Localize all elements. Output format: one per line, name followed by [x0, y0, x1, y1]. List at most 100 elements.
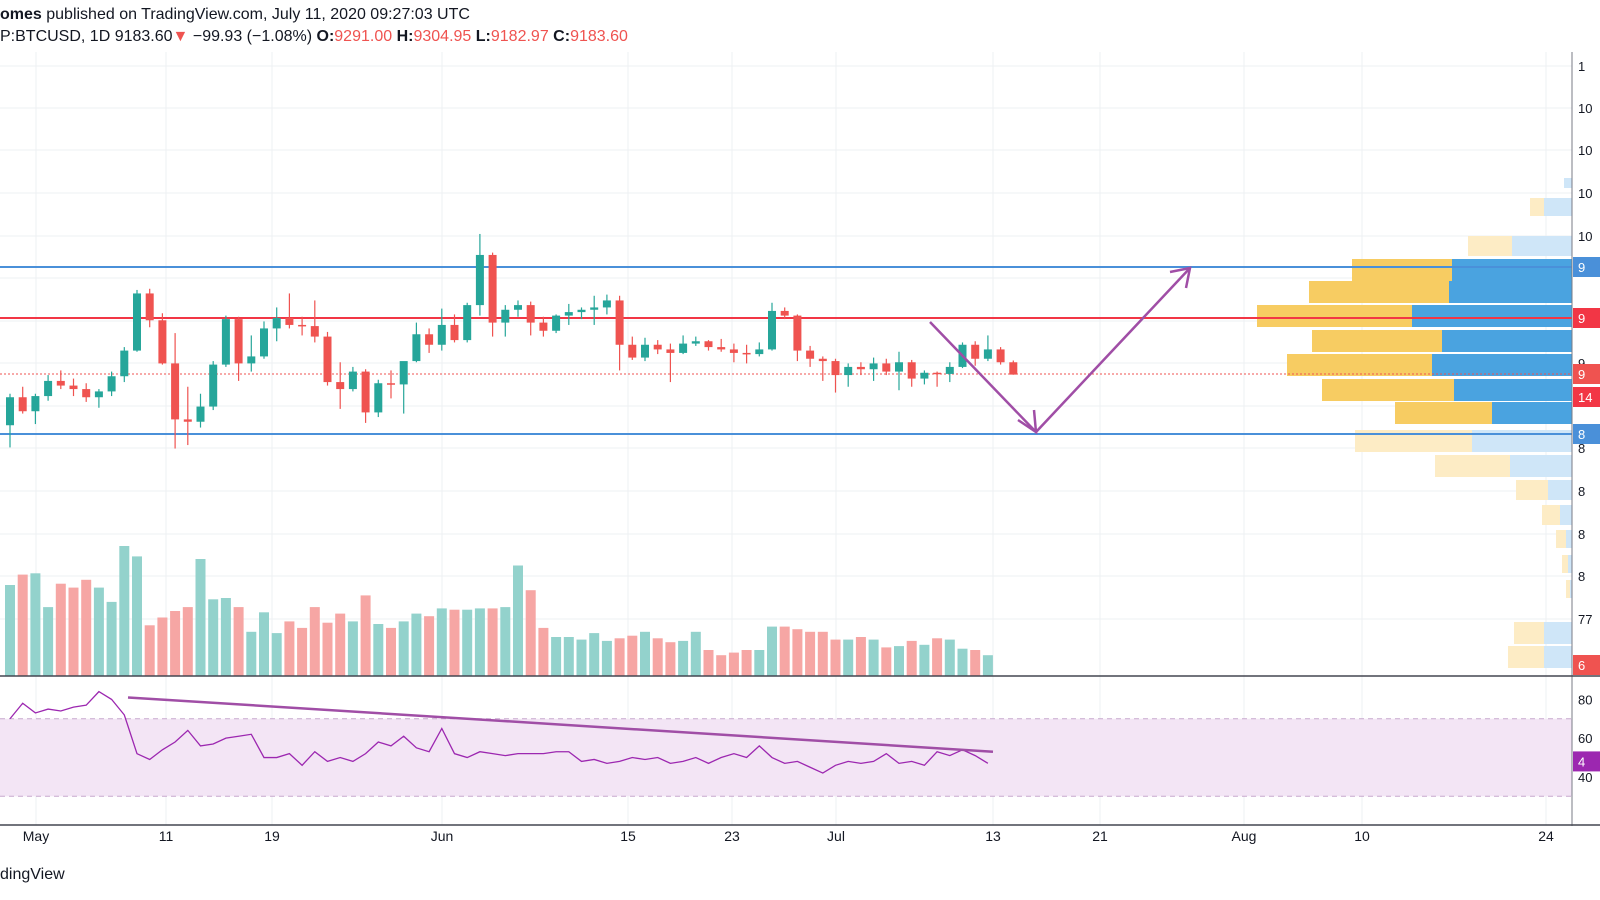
volume-bar — [119, 546, 130, 676]
candle-body — [704, 341, 713, 348]
volume-bar — [919, 644, 930, 676]
candle-body — [336, 382, 345, 390]
candle-body — [488, 254, 497, 323]
grid-lines — [0, 52, 1572, 825]
candle-body — [514, 305, 522, 310]
candle-body — [564, 312, 573, 316]
volume-profile-bar-blue — [1472, 430, 1572, 452]
volume-bar — [563, 637, 574, 676]
volume-bar — [754, 650, 765, 676]
volume-bar — [551, 637, 562, 676]
candle-body — [552, 315, 561, 331]
volume-profile-bar-blue — [1566, 530, 1572, 548]
candle-body — [996, 349, 1005, 363]
volume-bar — [843, 639, 854, 676]
open-value: 9291.00 — [334, 28, 393, 45]
volume-profile-bar-blue — [1544, 198, 1572, 216]
volume-bar — [957, 648, 968, 676]
volume-profile-bar-blue — [1449, 281, 1572, 303]
volume-bar — [81, 579, 92, 676]
volume-profile-bar-blue — [1452, 259, 1572, 281]
volume-bar — [500, 607, 511, 676]
candle-body — [971, 344, 980, 359]
rsi-badge: 4 — [1578, 754, 1585, 769]
volume-bar — [259, 612, 269, 676]
volume-bar — [855, 637, 866, 676]
volume-profile-bar-yellow — [1562, 555, 1568, 573]
volume-bars — [5, 546, 993, 676]
candle-body — [856, 366, 865, 370]
time-tick-label: 23 — [724, 828, 740, 844]
volume-bar — [309, 607, 320, 676]
volume-bar — [462, 609, 473, 676]
volume-bar — [182, 607, 193, 676]
candle-body — [437, 324, 446, 345]
time-tick-label: Jul — [827, 828, 845, 844]
rsi-tick-label: 40 — [1578, 770, 1592, 785]
low-value: 9182.97 — [490, 28, 549, 45]
time-tick-label: May — [23, 828, 49, 844]
pivot-badge-bg — [1573, 308, 1600, 328]
rsi-line — [9, 690, 989, 774]
candle-body — [818, 358, 827, 362]
volume-profile-bar-yellow — [1309, 281, 1449, 303]
candle-body — [577, 309, 586, 313]
volume-bar — [386, 627, 396, 676]
candle-body — [945, 366, 954, 374]
volume-profile-bar-yellow — [1435, 455, 1510, 477]
volume-profile-bar-yellow — [1516, 480, 1548, 500]
candle-body — [323, 336, 332, 383]
candle-body — [348, 371, 357, 390]
time-tick-label: 10 — [1354, 828, 1370, 844]
volume-profile-bar-yellow — [1542, 505, 1560, 525]
author-name[interactable]: omes — [0, 6, 42, 23]
volume-bar — [513, 565, 523, 676]
support-badge: 8 — [1578, 427, 1585, 442]
volume-bar — [30, 573, 41, 676]
time-axis: May 11 19 Jun 15 23 Jul 13 21 Aug 10 24 — [23, 828, 1554, 844]
candle-body — [171, 363, 180, 420]
candle-body — [18, 397, 27, 412]
candle-body — [539, 322, 548, 331]
volume-bar — [614, 638, 625, 676]
candle-body — [247, 356, 256, 364]
symbol-line: P:BTCUSD, 1D 9183.60▼ −99.93 (−1.08%) O:… — [0, 28, 628, 46]
volume-bar — [93, 587, 104, 676]
volume-bar — [601, 640, 612, 676]
resistance-badge-bg — [1573, 257, 1600, 277]
volume-bar — [589, 633, 600, 676]
volume-profile-bar-yellow — [1287, 354, 1432, 376]
candle-body — [425, 334, 434, 345]
volume-profile-bar-yellow — [1530, 198, 1544, 216]
close-label: C: — [553, 28, 571, 45]
support-badge-bg — [1573, 424, 1600, 444]
volume-bar — [449, 609, 460, 676]
high-value: 9304.95 — [413, 28, 472, 45]
volume-bar — [741, 650, 752, 676]
candle-body — [310, 326, 319, 337]
volume-bar — [894, 646, 904, 676]
candle-body — [717, 347, 726, 350]
volume-bar — [132, 556, 142, 676]
volume-profile-bar-blue — [1442, 330, 1572, 352]
volume-profile-bar-yellow — [1468, 236, 1512, 256]
volume-bar — [17, 574, 28, 676]
candle-body — [361, 371, 370, 413]
rsi-badge-bg — [1573, 751, 1600, 772]
candle-body — [844, 366, 853, 376]
bottom-price-badge-bg — [1573, 655, 1600, 675]
volume-profile-bar-blue — [1544, 622, 1572, 644]
tradingview-brand[interactable]: dingView — [0, 866, 65, 883]
last-price-badge: 9 — [1578, 367, 1585, 382]
last-price-badge-bg — [1573, 364, 1600, 384]
symbol-name[interactable]: P:BTCUSD, 1D — [0, 28, 111, 45]
volume-bar — [805, 631, 816, 676]
candle-body — [895, 362, 903, 372]
volume-profile-bar-yellow — [1312, 330, 1442, 352]
candle-body — [260, 328, 268, 357]
rsi-band — [0, 718, 1572, 797]
volume-bar — [144, 625, 155, 676]
open-label: O: — [316, 28, 335, 45]
candles — [6, 233, 1018, 449]
